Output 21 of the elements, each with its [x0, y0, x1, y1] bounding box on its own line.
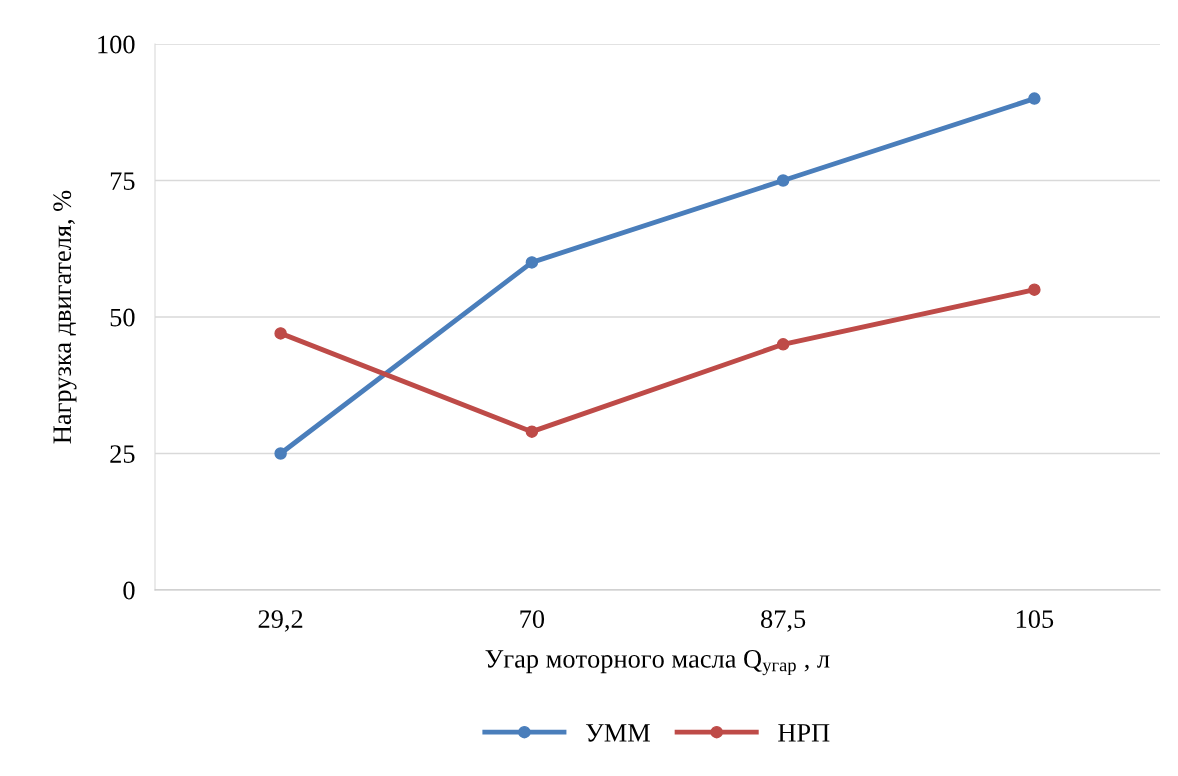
- point: [525, 256, 539, 269]
- x-tick-label: 105: [1016, 610, 1054, 629]
- x-tick-label: 87,5: [761, 610, 806, 632]
- point: [1028, 92, 1041, 105]
- point: [776, 338, 790, 351]
- point: [274, 447, 287, 460]
- y-tick-label: 50: [110, 308, 135, 327]
- y-tick-label: 0: [123, 581, 135, 600]
- point: [525, 425, 539, 438]
- y-tick-label: 75: [110, 172, 135, 190]
- x-tick-label: 70: [520, 610, 545, 629]
- legend-label: НРП: [778, 724, 830, 742]
- legend-label: УММ: [585, 724, 650, 742]
- y-tick-label: 100: [98, 35, 135, 54]
- y-tick-label: 25: [110, 445, 135, 463]
- y-axis-title: Нагрузка двигателя, %: [53, 190, 77, 444]
- point: [776, 174, 790, 187]
- point: [274, 327, 287, 340]
- x-axis-title: Угар моторного масла Q$_{угар}$ , л: [485, 650, 830, 676]
- x-tick-label: 29,2: [258, 610, 303, 632]
- point: [1028, 283, 1041, 296]
